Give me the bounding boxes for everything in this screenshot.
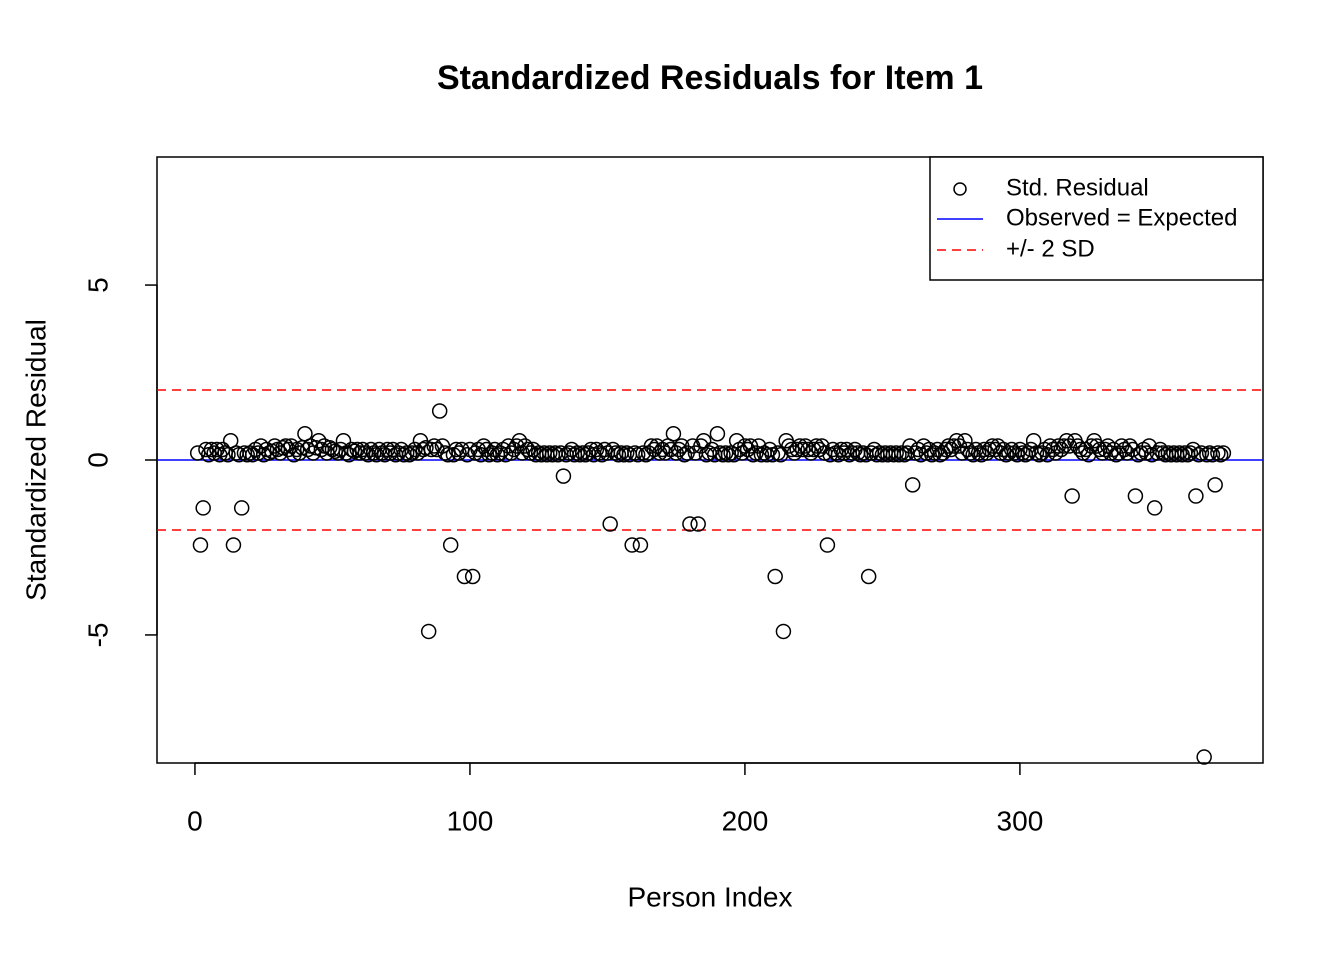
legend-label: Std. Residual	[1006, 174, 1149, 201]
point	[464, 568, 481, 585]
point	[775, 623, 792, 640]
point	[940, 438, 957, 454]
point	[632, 537, 649, 553]
point	[456, 568, 473, 585]
point	[814, 438, 830, 454]
x-tick-label: 200	[722, 805, 769, 836]
point	[715, 447, 731, 463]
point	[1108, 447, 1124, 463]
point	[602, 516, 618, 532]
point	[451, 445, 467, 461]
point	[555, 468, 572, 484]
point	[959, 441, 976, 458]
point	[951, 438, 968, 454]
point	[335, 433, 352, 449]
point	[442, 537, 459, 553]
point	[1185, 441, 1201, 458]
point	[1053, 441, 1069, 458]
legend-marker	[953, 182, 967, 196]
legend-box	[929, 156, 1264, 281]
point	[682, 516, 698, 532]
point	[1031, 447, 1047, 463]
point	[401, 447, 418, 463]
point	[888, 445, 904, 461]
point	[860, 568, 877, 585]
point	[1212, 447, 1229, 463]
point	[1061, 438, 1078, 454]
point	[805, 441, 822, 458]
point	[363, 441, 379, 458]
point	[943, 441, 959, 458]
point	[1028, 445, 1045, 461]
point	[998, 447, 1014, 463]
x-tick-label: 300	[997, 805, 1044, 836]
y-axis-label: Standardized Residual	[20, 319, 51, 601]
point	[1196, 749, 1212, 765]
point	[596, 441, 613, 458]
point	[310, 433, 327, 449]
point	[277, 438, 294, 454]
point	[225, 537, 242, 553]
point	[398, 445, 415, 461]
point	[1012, 441, 1028, 458]
point	[852, 447, 869, 463]
point	[1207, 477, 1223, 493]
x-tick-label: 0	[187, 805, 203, 836]
x-tick-label: 100	[447, 805, 494, 836]
point	[588, 441, 605, 458]
point	[420, 623, 437, 640]
point	[519, 441, 536, 458]
chart-title: Standardized Residuals for Item 1	[437, 59, 983, 97]
point	[431, 403, 448, 419]
point	[195, 500, 211, 516]
point	[481, 447, 497, 463]
legend-label: Observed = Expected	[1006, 204, 1237, 231]
point	[767, 568, 783, 585]
point	[1215, 445, 1232, 461]
point	[690, 516, 706, 532]
point	[924, 447, 940, 463]
y-tick-label: 5	[82, 277, 113, 293]
point	[1127, 488, 1144, 504]
point	[473, 447, 489, 463]
point	[1210, 445, 1226, 461]
point	[665, 426, 682, 442]
point	[404, 445, 420, 461]
point	[1050, 438, 1067, 454]
point	[1064, 488, 1080, 504]
point	[904, 477, 921, 493]
point	[709, 426, 726, 442]
y-tick-label: 0	[82, 452, 113, 468]
point	[610, 447, 627, 463]
point	[239, 447, 255, 463]
point	[550, 447, 566, 463]
point	[511, 433, 528, 449]
y-tick-label: -5	[82, 622, 113, 647]
point	[1182, 445, 1199, 461]
point	[1025, 433, 1042, 449]
point	[1188, 488, 1204, 504]
point	[676, 447, 693, 463]
point	[819, 537, 836, 553]
point	[739, 441, 756, 458]
point	[1072, 441, 1089, 458]
point	[354, 441, 371, 458]
point	[753, 447, 770, 463]
point	[192, 537, 209, 553]
point	[440, 447, 456, 463]
x-axis-label: Person Index	[628, 881, 793, 912]
point	[624, 537, 640, 553]
point	[407, 441, 423, 458]
point	[896, 447, 913, 463]
point	[233, 500, 250, 516]
point	[1146, 500, 1163, 516]
point	[426, 438, 442, 454]
point	[541, 445, 558, 461]
legend-label: +/- 2 SD	[1006, 235, 1095, 262]
point	[891, 447, 907, 463]
point	[618, 445, 635, 461]
point	[1039, 447, 1056, 463]
point	[1003, 441, 1020, 458]
